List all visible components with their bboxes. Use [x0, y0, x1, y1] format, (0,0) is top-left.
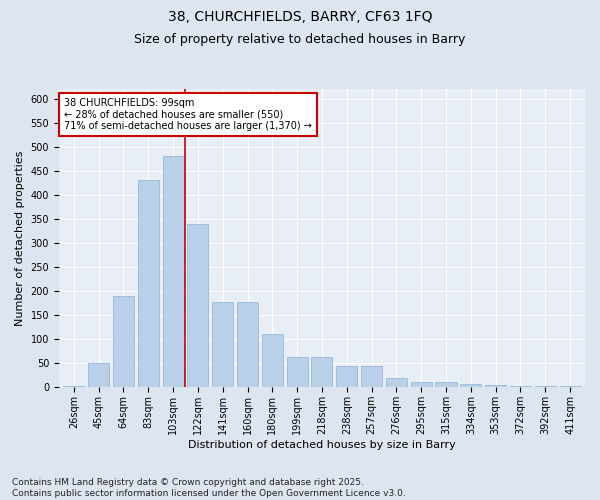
Bar	[212, 302, 233, 388]
Bar	[535, 386, 556, 388]
Bar	[436, 382, 457, 388]
Bar	[560, 386, 581, 388]
Bar	[336, 366, 358, 388]
Bar	[485, 386, 506, 388]
Bar	[262, 334, 283, 388]
Bar	[311, 358, 332, 388]
Bar	[113, 296, 134, 388]
Text: Contains HM Land Registry data © Crown copyright and database right 2025.
Contai: Contains HM Land Registry data © Crown c…	[12, 478, 406, 498]
Text: 38 CHURCHFIELDS: 99sqm
← 28% of detached houses are smaller (550)
71% of semi-de: 38 CHURCHFIELDS: 99sqm ← 28% of detached…	[64, 98, 312, 131]
Bar	[410, 382, 432, 388]
Bar	[163, 156, 184, 388]
Bar	[386, 378, 407, 388]
Bar	[88, 363, 109, 388]
Bar	[63, 386, 85, 388]
Text: 38, CHURCHFIELDS, BARRY, CF63 1FQ: 38, CHURCHFIELDS, BARRY, CF63 1FQ	[168, 10, 432, 24]
Bar	[460, 384, 481, 388]
Bar	[237, 302, 258, 388]
Bar	[187, 224, 208, 388]
Text: Size of property relative to detached houses in Barry: Size of property relative to detached ho…	[134, 32, 466, 46]
Bar	[137, 180, 159, 388]
Bar	[361, 366, 382, 388]
Bar	[510, 386, 531, 388]
Y-axis label: Number of detached properties: Number of detached properties	[15, 150, 25, 326]
Bar	[287, 358, 308, 388]
X-axis label: Distribution of detached houses by size in Barry: Distribution of detached houses by size …	[188, 440, 456, 450]
